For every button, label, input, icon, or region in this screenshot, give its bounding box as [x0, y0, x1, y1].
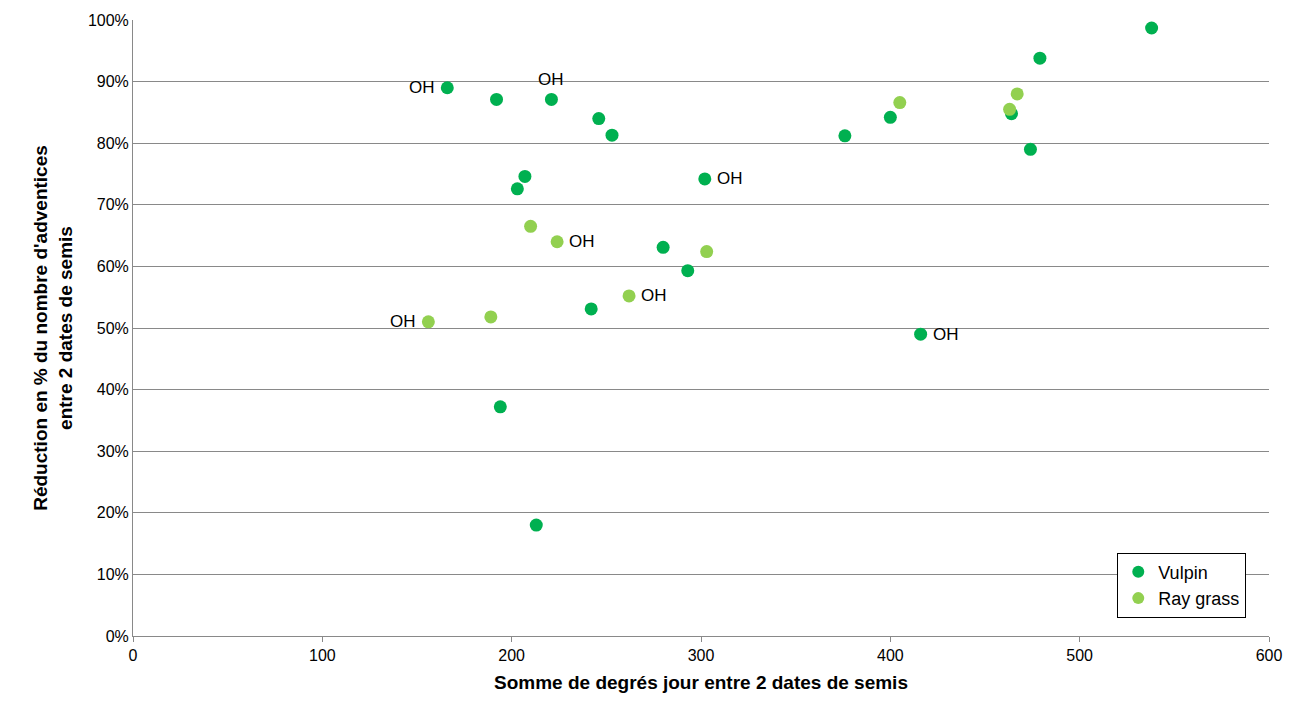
svg-text:100%: 100%	[88, 12, 129, 29]
svg-text:300: 300	[688, 647, 715, 664]
svg-text:50%: 50%	[97, 320, 129, 337]
svg-text:90%: 90%	[97, 73, 129, 90]
svg-text:OH: OH	[569, 232, 595, 251]
svg-text:100: 100	[309, 647, 336, 664]
svg-text:70%: 70%	[97, 196, 129, 213]
svg-text:200: 200	[498, 647, 525, 664]
svg-text:400: 400	[877, 647, 904, 664]
svg-text:OH: OH	[538, 70, 564, 89]
svg-text:OH: OH	[717, 169, 743, 188]
svg-text:600: 600	[1256, 647, 1283, 664]
svg-text:Vulpin: Vulpin	[1158, 563, 1207, 583]
svg-text:20%: 20%	[97, 504, 129, 521]
svg-text:30%: 30%	[97, 443, 129, 460]
svg-text:10%: 10%	[97, 566, 129, 583]
svg-text:500: 500	[1066, 647, 1093, 664]
svg-text:OH: OH	[641, 286, 667, 305]
svg-text:Somme de degrés jour entre 2 d: Somme de degrés jour entre 2 dates de se…	[494, 672, 908, 693]
svg-text:80%: 80%	[97, 135, 129, 152]
svg-text:OH: OH	[390, 312, 416, 331]
svg-text:40%: 40%	[97, 381, 129, 398]
svg-text:0%: 0%	[106, 628, 129, 645]
svg-text:0: 0	[129, 647, 138, 664]
svg-text:OH: OH	[409, 78, 435, 97]
svg-text:Ray grass: Ray grass	[1158, 589, 1239, 609]
svg-text:Réduction en % du nombre d'adv: Réduction en % du nombre d'adventicesent…	[30, 145, 76, 511]
svg-text:OH: OH	[933, 325, 959, 344]
svg-text:60%: 60%	[97, 258, 129, 275]
